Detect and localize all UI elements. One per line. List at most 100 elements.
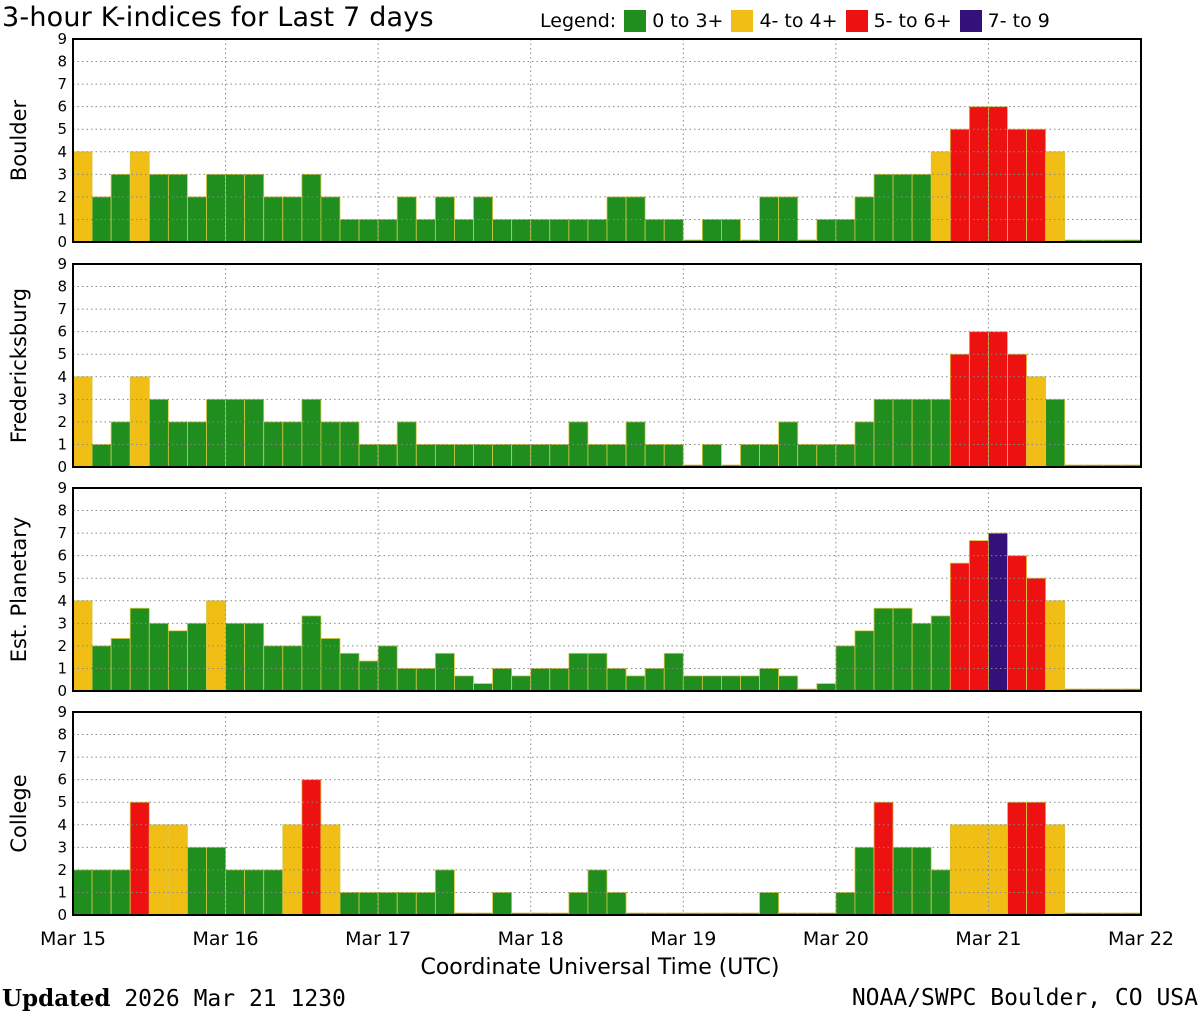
k-index-bar [816,444,837,468]
legend-label: Legend: [540,10,617,32]
k-index-bar [587,219,608,243]
station-label: Fredericksburg [7,288,31,443]
legend-item-active: 4- to 4+ [731,10,838,32]
k-index-bar [759,668,780,692]
k-index-bar [892,173,913,243]
plot-frame [72,711,1142,916]
y-tick-label: 8 [57,502,67,520]
plot-frame [72,263,1142,468]
k-index-bar [892,607,913,692]
k-index-bar [854,196,875,243]
legend-swatch-yellow [731,10,754,32]
y-tick-label: 3 [57,838,67,856]
k-index-bar [644,219,665,243]
k-index-bar [434,444,455,468]
k-index-bar [644,444,665,468]
k-index-bar [415,219,436,243]
k-index-bar [492,219,513,243]
station-label: Est. Planetary [7,517,31,663]
k-index-bar [91,645,112,692]
k-index-bar [721,675,741,692]
k-index-bar [568,652,589,692]
k-index-bar [911,622,932,692]
k-index-bar [91,196,112,243]
k-index-bar [511,219,532,243]
k-index-bar [358,660,379,692]
plot-frame [72,487,1142,692]
k-index-bar [606,444,627,468]
k-index-bar [778,421,799,468]
k-index-bar [129,607,150,692]
k-index-bar [854,421,875,468]
x-tick-label: Mar 18 [498,928,564,950]
x-tick-label: Mar 15 [40,928,106,950]
k-index-bar [167,630,188,692]
k-index-bar [1007,128,1027,243]
k-index-bar [415,668,436,692]
y-tick-label: 2 [57,637,67,655]
k-index-bar [396,892,417,916]
legend: Legend: 0 to 3+ 4- to 4+ 5- to 6+ 7- to … [540,8,1050,34]
k-index-bar [301,173,322,243]
k-index-bar [606,668,627,692]
k-index-bar [911,398,932,468]
credit-text: NOAA/SWPC Boulder, CO USA [851,985,1198,1011]
legend-swatch-red [845,10,868,32]
k-index-bar [377,219,398,243]
k-index-bar [930,615,951,692]
y-tick-label: 9 [57,30,67,48]
plot-frame [72,38,1142,243]
k-index-bar [339,892,360,916]
k-index-bar [988,532,1008,692]
k-index-bar [835,892,856,916]
k-index-bar [873,398,894,468]
k-index-bar [854,846,875,916]
k-index-bar [816,683,837,692]
y-tick-label: 8 [57,53,67,71]
k-index-bar [473,444,493,468]
k-index-bar [339,652,360,692]
y-tick-label: 7 [57,524,67,542]
y-tick-label: 1 [57,210,67,228]
k-index-bar [206,173,226,243]
k-index-bar [377,645,398,692]
k-index-bar [396,668,417,692]
k-index-bar [1045,398,1066,468]
k-index-bar [454,444,474,468]
k-index-bar [148,173,169,243]
legend-item-label: 4- to 4+ [759,10,838,32]
y-tick-label: 0 [57,233,67,251]
y-tick-label: 3 [57,165,67,183]
k-index-bar [244,398,265,468]
y-tick-label: 3 [57,614,67,632]
k-index-bar [91,869,112,916]
y-tick-label: 6 [57,547,67,565]
y-tick-label: 5 [57,793,67,811]
chart-title: 3-hour K-indices for Last 7 days [2,2,434,33]
k-index-bar [663,444,684,468]
y-tick-label: 8 [57,726,67,744]
k-index-bar [701,444,722,468]
k-index-bar [301,779,322,916]
k-index-bar [225,173,246,243]
k-index-bar [1007,353,1027,468]
k-index-bar [740,675,760,692]
k-index-bar [301,398,322,468]
k-index-bar [1026,801,1047,916]
k-index-bar [206,398,226,468]
y-tick-label: 9 [57,703,67,721]
k-index-bar [644,668,665,692]
k-index-bar [1007,801,1027,916]
k-index-bar [625,675,646,692]
y-tick-label: 4 [57,143,67,161]
k-index-bar [892,398,913,468]
k-index-bar [549,668,570,692]
k-index-bar [949,353,970,468]
k-index-bar [835,219,856,243]
y-tick-label: 5 [57,569,67,587]
k-index-bar [873,801,894,916]
y-tick-label: 6 [57,98,67,116]
x-tick-label: Mar 16 [193,928,259,950]
y-tick-label: 2 [57,861,67,879]
k-index-bar [415,444,436,468]
